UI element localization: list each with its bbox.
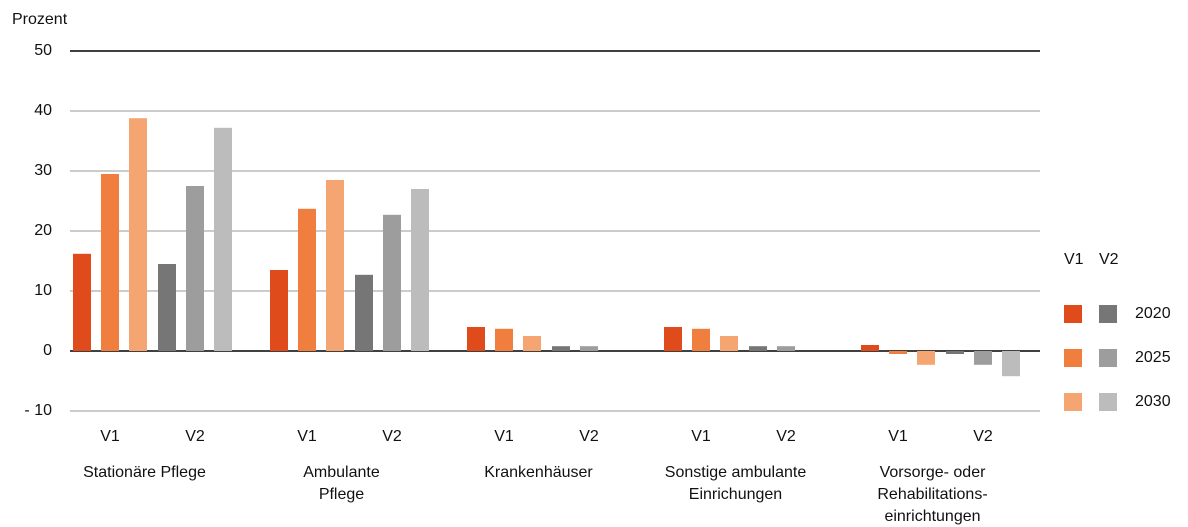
legend-label: 2020 bbox=[1135, 305, 1171, 322]
legend-label: 2030 bbox=[1135, 393, 1171, 410]
bar bbox=[580, 346, 598, 351]
y-tick-label: 40 bbox=[34, 102, 52, 119]
legend-header: V1 bbox=[1064, 251, 1084, 268]
x-tick-label: Rehabilitations- bbox=[877, 486, 987, 503]
y-tick-label: 20 bbox=[34, 222, 52, 239]
legend-header: V2 bbox=[1099, 251, 1119, 268]
bar bbox=[383, 214, 401, 351]
bar bbox=[946, 351, 964, 354]
y-tick-label: - 10 bbox=[24, 402, 52, 419]
x-tick-label: Sonstige ambulante bbox=[665, 464, 807, 481]
bar bbox=[552, 346, 570, 351]
bar bbox=[974, 351, 992, 365]
group-label: V1 bbox=[100, 428, 120, 445]
bar bbox=[129, 118, 147, 351]
bar bbox=[749, 346, 767, 351]
y-tick-label: 50 bbox=[34, 42, 52, 59]
legend-swatch bbox=[1099, 349, 1117, 367]
bar bbox=[1002, 351, 1020, 377]
bar bbox=[467, 327, 485, 351]
bar bbox=[326, 180, 344, 351]
group-label: V1 bbox=[297, 428, 317, 445]
bar bbox=[158, 264, 176, 351]
x-tick-label: Krankenhäuser bbox=[484, 464, 593, 481]
y-tick-label: 0 bbox=[43, 342, 52, 359]
bar bbox=[917, 351, 935, 365]
x-tick-label: Stationäre Pflege bbox=[83, 464, 206, 481]
bar bbox=[692, 328, 710, 351]
group-label: V2 bbox=[579, 428, 599, 445]
bar bbox=[664, 327, 682, 351]
group-label: V2 bbox=[776, 428, 796, 445]
y-tick-label: 30 bbox=[34, 162, 52, 179]
y-tick-label: 10 bbox=[34, 282, 52, 299]
bar bbox=[298, 208, 316, 351]
bar bbox=[186, 186, 204, 351]
bar bbox=[411, 189, 429, 351]
group-label: V2 bbox=[382, 428, 402, 445]
bar bbox=[355, 274, 373, 351]
bar bbox=[777, 346, 795, 351]
legend-swatch bbox=[1064, 349, 1082, 367]
bar bbox=[861, 345, 879, 351]
legend-swatch bbox=[1099, 393, 1117, 411]
x-tick-label: Pflege bbox=[319, 486, 364, 503]
bar bbox=[523, 336, 541, 351]
group-label: V2 bbox=[185, 428, 205, 445]
group-label: V2 bbox=[973, 428, 993, 445]
legend-swatch bbox=[1064, 305, 1082, 323]
x-tick-label: Vorsorge- oder bbox=[880, 464, 987, 481]
bar bbox=[495, 328, 513, 351]
bar bbox=[889, 351, 907, 354]
group-label: V1 bbox=[494, 428, 514, 445]
x-tick-label: Einrichungen bbox=[689, 486, 782, 503]
group-label: V1 bbox=[888, 428, 908, 445]
y-axis-label: Prozent bbox=[12, 11, 68, 28]
x-tick-label: einrichtungen bbox=[884, 508, 980, 525]
bar bbox=[101, 174, 119, 351]
bar bbox=[214, 127, 232, 351]
bar bbox=[73, 253, 91, 351]
legend-swatch bbox=[1064, 393, 1082, 411]
bar bbox=[270, 270, 288, 351]
bar bbox=[720, 336, 738, 351]
legend-swatch bbox=[1099, 305, 1117, 323]
group-label: V1 bbox=[691, 428, 711, 445]
x-tick-label: Ambulante bbox=[303, 464, 380, 481]
legend-label: 2025 bbox=[1135, 349, 1171, 366]
